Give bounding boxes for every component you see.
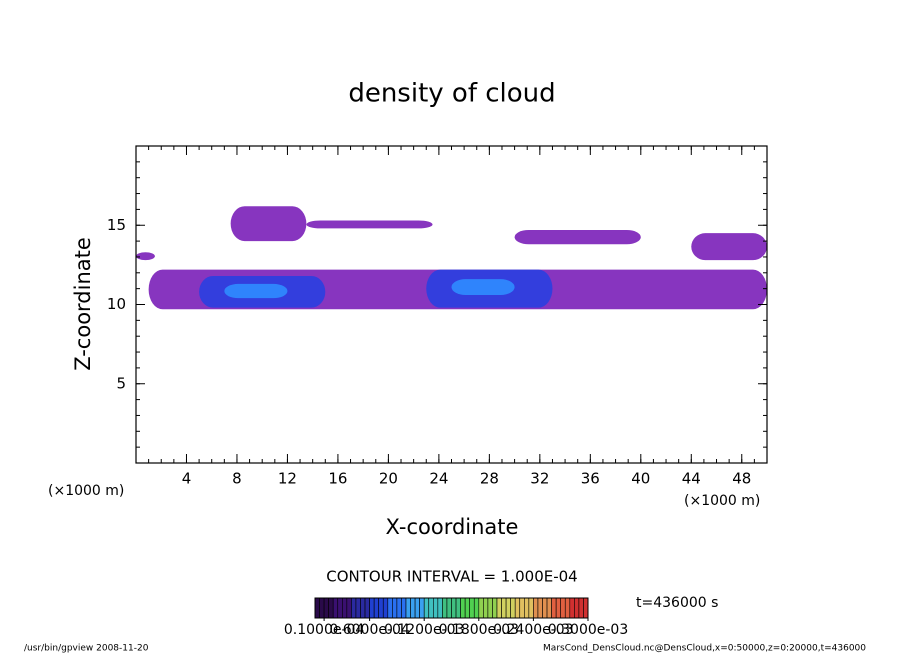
colorbar-cell: [378, 597, 384, 619]
footer: /usr/bin/gpview 2008-11-20: [24, 644, 149, 654]
colorbar-cell: [323, 597, 329, 619]
colorbar-cell: [455, 597, 461, 619]
colorbar-cell: [364, 597, 370, 619]
colorbar-cell: [401, 597, 407, 619]
colorbar-cell: [492, 597, 498, 619]
colorbar-cell: [328, 597, 334, 619]
colorbar-cell: [551, 597, 557, 619]
colorbar-cell: [428, 597, 434, 619]
colorbar-cell: [314, 597, 320, 619]
colorbar-cell: [505, 597, 511, 619]
colorbar-cell: [346, 597, 352, 619]
footer: MarsCond_DensCloud.nc@DensCloud,x=0:5000…: [543, 644, 866, 654]
x-unit: (×1000 m): [684, 493, 760, 509]
colorbar-cell: [542, 597, 548, 619]
x-tick-label: 12: [278, 470, 297, 488]
colorbar-cell: [341, 597, 348, 619]
colorbar-cell: [478, 597, 484, 619]
colorbar-cell: [405, 597, 411, 619]
x-tick-label: 8: [232, 470, 242, 488]
colorbar-cell: [369, 597, 375, 619]
colorbar-label: 0.3000e-03: [548, 622, 628, 638]
colorbar-cell: [560, 597, 566, 619]
x-tick-label: 44: [682, 470, 701, 488]
cloud-region: [224, 283, 288, 299]
y-label: Z-coordinate: [71, 237, 95, 371]
cloud-region: [691, 233, 767, 261]
colorbar-frame: [314, 597, 589, 619]
x-tick-label: 40: [631, 470, 650, 488]
colorbar-label: 0.6000e-04: [329, 622, 410, 638]
colorbar-cell: [546, 597, 552, 619]
x-tick-label: 28: [480, 470, 499, 488]
colorbar-cell: [437, 597, 443, 619]
colorbar-cell: [432, 597, 439, 619]
contour-interval: CONTOUR INTERVAL = 1.000E-04: [326, 568, 577, 586]
x-tick-label: 48: [732, 470, 751, 488]
colorbar-cell: [423, 597, 430, 619]
colorbar-cell: [392, 597, 398, 619]
colorbar-cell: [519, 597, 525, 619]
colorbar-cell: [574, 597, 580, 619]
colorbar-cell: [501, 597, 507, 619]
x-tick-label: 36: [581, 470, 600, 488]
colorbar-cell: [451, 597, 457, 619]
colorbar-cell: [473, 597, 480, 619]
cloud-region: [306, 220, 433, 229]
y-tick-label: 10: [107, 295, 126, 313]
colorbar-cell: [564, 597, 571, 619]
colorbar-label: 0.1000e-04: [284, 622, 365, 638]
chart-title: density of cloud: [348, 79, 555, 109]
colorbar-cell: [410, 597, 416, 619]
cloud-region: [230, 206, 307, 242]
x-label: X-coordinate: [386, 515, 519, 539]
colorbar-cell: [355, 597, 361, 619]
colorbar-cell: [469, 597, 475, 619]
colorbar-cell: [396, 597, 402, 619]
cloud-region: [451, 279, 515, 295]
colorbar-cell: [460, 597, 466, 619]
colorbar-cell: [555, 597, 562, 619]
colorbar-cell: [414, 597, 420, 619]
x-tick-label: 32: [530, 470, 549, 488]
time-label: t=436000 s: [636, 595, 718, 611]
colorbar-cell: [373, 597, 379, 619]
colorbar-cell: [514, 597, 521, 619]
colorbar-label: 0.1200e-03: [384, 622, 464, 638]
y-tick-label: 15: [107, 216, 126, 234]
colorbar-cell: [464, 597, 470, 619]
colorbar-cell: [496, 597, 502, 619]
colorbar-cell: [510, 597, 516, 619]
colorbar-cell: [332, 597, 339, 619]
x-unit: (×1000 m): [48, 483, 124, 499]
y-tick-label: 5: [116, 374, 126, 392]
x-tick-label: 16: [328, 470, 347, 488]
x-tick-label: 4: [182, 470, 192, 488]
colorbar-cell: [528, 597, 534, 619]
colorbar-cell: [583, 597, 589, 619]
colorbar-cell: [419, 597, 425, 619]
colorbar-cell: [337, 597, 343, 619]
colorbar-cell: [351, 597, 357, 619]
colorbar-cell: [533, 597, 539, 619]
colorbar-label: 0.1800e-03: [439, 622, 519, 638]
cloud-region: [514, 230, 641, 245]
colorbar-label: 0.2400e-03: [493, 622, 573, 638]
x-tick-label: 20: [379, 470, 398, 488]
colorbar-cell: [446, 597, 452, 619]
colorbar-cell: [578, 597, 584, 619]
colorbar-cell: [487, 597, 493, 619]
colorbar-cell: [387, 597, 393, 619]
cloud-region: [136, 252, 155, 261]
colorbar-cell: [442, 597, 448, 619]
x-tick-label: 24: [429, 470, 448, 488]
colorbar-cell: [319, 597, 325, 619]
colorbar-cell: [360, 597, 366, 619]
colorbar-cell: [537, 597, 543, 619]
colorbar-cell: [483, 597, 489, 619]
colorbar-cell: [382, 597, 389, 619]
colorbar-cell: [569, 597, 575, 619]
colorbar-cell: [523, 597, 530, 619]
